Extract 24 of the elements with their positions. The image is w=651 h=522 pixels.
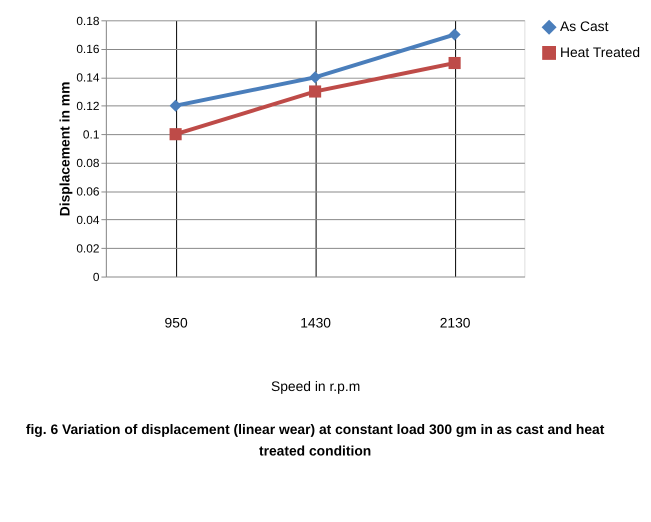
y-tick-label: 0.06: [76, 184, 100, 199]
point: [309, 85, 322, 98]
x-axis-title: Speed in r.p.m: [270, 378, 360, 394]
y-axis-title: Displacement in mm: [56, 82, 72, 216]
y-tick-label: 0.16: [76, 42, 100, 56]
point: [448, 28, 461, 41]
y-tick-label: 0.14: [76, 70, 100, 85]
x-tick-label: 2130: [440, 314, 471, 331]
point: [170, 128, 182, 140]
point: [309, 71, 322, 84]
x-tick-label: 1430: [300, 314, 332, 331]
point: [170, 100, 182, 112]
legend-label: As Cast: [560, 18, 609, 34]
point: [448, 56, 461, 70]
y-tick-label: 0.18: [76, 14, 100, 28]
x-tick-label: 950: [164, 314, 188, 331]
caption: fig. 6 Variation of displacement (linear wear) at constant load 300 gm in as cast and heat treated condition: [26, 420, 605, 459]
y-tick-label: 0.04: [76, 213, 100, 228]
y-tick-label: 0: [92, 270, 100, 284]
y-tick-label: 0.1: [82, 128, 100, 142]
y-tick-label: 0.08: [76, 156, 100, 170]
y-tick-label: 0.12: [76, 99, 100, 114]
y-tick-label: 0.02: [76, 242, 100, 256]
legend-label: Heat Treated: [560, 44, 640, 60]
